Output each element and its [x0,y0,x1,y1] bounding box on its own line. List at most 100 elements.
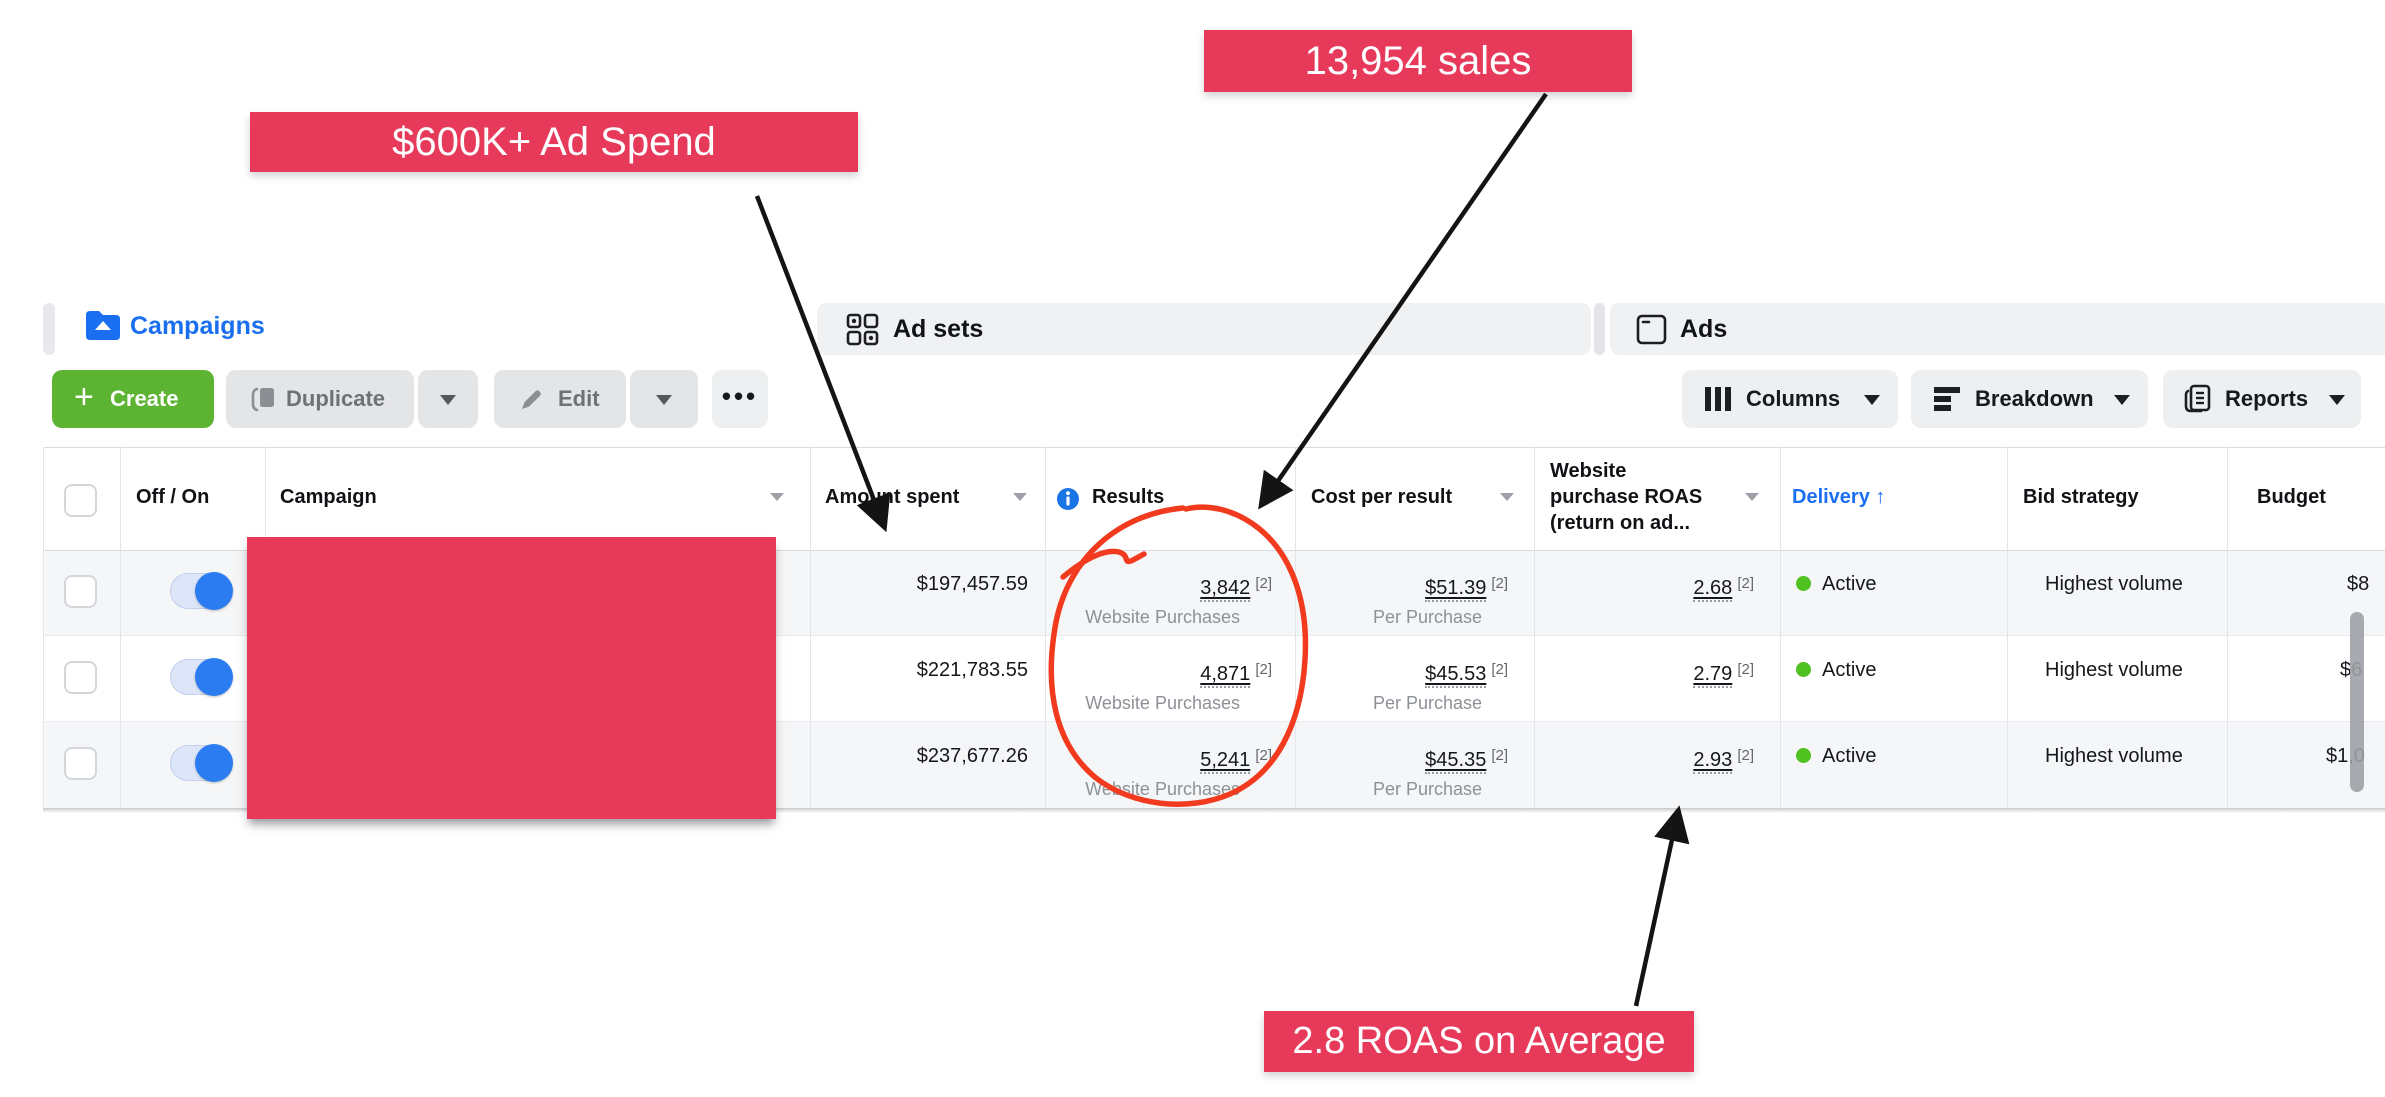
tab-ads[interactable]: Ads [1610,303,2385,355]
active-status-dot [1796,662,1811,677]
tab-campaigns[interactable]: Campaigns [57,300,397,357]
chevron-down-icon [2329,395,2345,405]
column-header-off-on[interactable]: Off / On [136,486,210,508]
row-checkbox[interactable] [64,661,97,694]
active-status-dot [1796,576,1811,591]
results-value: 4,871 [2] [1045,657,1272,688]
tab-ad-sets-label: Ad sets [893,315,984,343]
roas-metric-link[interactable]: 2.93 [1693,749,1733,774]
more-options-button[interactable]: ••• [712,370,768,428]
cost-sublabel: Per Purchase [1372,779,1482,799]
chevron-down-icon [656,395,672,405]
duplicate-dropdown-button[interactable] [418,370,478,428]
cost-metric-link[interactable]: $45.53 [1425,663,1487,688]
reports-button[interactable]: Reports [2163,370,2361,428]
amount-spent-value: $197,457.59 [916,573,1028,595]
footnote-marker: [2] [1491,661,1508,678]
results-metric-link[interactable]: 3,842 [1200,577,1251,602]
column-header-bid-strategy[interactable]: Bid strategy [2023,486,2139,508]
footnote-marker: [2] [1737,575,1754,592]
toggle-knob [195,658,233,696]
roas-metric-link[interactable]: 2.79 [1693,663,1733,688]
sort-caret-icon [1013,493,1027,501]
table-header-row: Off / On Campaign Amount spent Results C… [43,447,2385,550]
duplicate-button[interactable]: Duplicate [226,370,414,428]
results-metric-link[interactable]: 5,241 [1200,749,1251,774]
column-header-budget[interactable]: Budget [2257,486,2326,508]
chevron-down-icon [2114,395,2130,405]
roas-value: 2.79 [2] [1534,657,1754,688]
sort-caret-icon [1500,493,1514,501]
breakdown-icon [1934,387,1960,411]
cost-metric-link[interactable]: $45.35 [1425,749,1487,774]
results-sublabel: Website Purchases [1085,779,1240,799]
column-header-campaign[interactable]: Campaign [280,486,377,508]
info-icon[interactable] [1056,487,1080,511]
arrow-roas [1633,805,1690,1007]
callout-roas: 2.8 ROAS on Average [1264,1011,1694,1072]
edit-dropdown-button[interactable] [630,370,698,428]
row-checkbox[interactable] [64,575,97,608]
campaign-toggle-on[interactable] [170,572,233,610]
plus-icon: + [74,378,94,416]
edit-button[interactable]: Edit [494,370,626,428]
table-bottom-shadow [43,808,2385,813]
results-sublabel: Website Purchases [1085,607,1240,627]
roas-metric-link[interactable]: 2.68 [1693,577,1733,602]
cost-sublabel: Per Purchase [1372,693,1482,713]
results-value: 3,842 [2] [1045,571,1272,602]
reports-icon [2184,384,2211,413]
tab-band-edge [43,303,55,355]
campaign-toggle-on[interactable] [170,744,233,782]
ellipsis-icon: ••• [721,381,759,411]
tab-ad-sets[interactable]: Ad sets [817,303,1591,355]
columns-button-label: Columns [1746,386,1841,411]
active-status-dot [1796,748,1811,763]
column-header-website-purchase-roas[interactable]: Website purchase ROAS (return on ad... [1550,460,1703,534]
footnote-marker: [2] [1737,747,1754,764]
breakdown-button[interactable]: Breakdown [1911,370,2148,428]
roas-value: 2.93 [2] [1534,743,1754,774]
column-header-results[interactable]: Results [1092,486,1165,508]
cost-per-result-value: $51.39 [2] [1295,571,1508,602]
select-all-checkbox[interactable] [64,484,97,517]
columns-button[interactable]: Columns [1682,370,1898,428]
sort-caret-icon [1745,493,1759,501]
columns-icon [1705,387,1731,411]
duplicate-button-label: Duplicate [286,386,386,411]
edit-pencil-icon [522,390,541,409]
footnote-marker: [2] [1255,747,1272,764]
callout-ad-spend: $600K+ Ad Spend [250,112,858,172]
chevron-down-icon [1864,395,1880,405]
ads-frame-icon [1636,314,1667,345]
vertical-scrollbar[interactable] [2350,612,2364,792]
cost-metric-link[interactable]: $51.39 [1425,577,1487,602]
results-sublabel: Website Purchases [1085,693,1240,713]
footnote-marker: [2] [1491,747,1508,764]
create-button-label: Create [110,386,179,411]
tab-campaigns-label: Campaigns [130,312,265,340]
campaign-name-redaction [247,537,776,819]
bid-strategy-value: Highest volume [2045,745,2183,767]
budget-value: $8 [2347,573,2370,595]
reports-button-label: Reports [2225,386,2309,411]
campaigns-folder-icon [86,311,120,340]
row-checkbox[interactable] [64,747,97,780]
ad-sets-grid-icon [846,313,879,346]
callout-sales: 13,954 sales [1204,30,1632,92]
roas-value: 2.68 [2] [1534,571,1754,602]
results-value: 5,241 [2] [1045,743,1272,774]
campaign-toggle-on[interactable] [170,658,233,696]
footnote-marker: [2] [1737,661,1754,678]
column-header-cost-per-result[interactable]: Cost per result [1311,486,1453,508]
tab-band-divider [1594,303,1605,355]
cost-sublabel: Per Purchase [1372,607,1482,627]
duplicate-icon [251,387,274,412]
column-header-amount-spent[interactable]: Amount spent [825,486,960,508]
create-button[interactable]: + Create [52,370,214,428]
column-header-delivery[interactable]: Delivery ↑ [1792,486,1886,508]
bid-strategy-value: Highest volume [2045,659,2183,681]
results-metric-link[interactable]: 4,871 [1200,663,1251,688]
amount-spent-value: $221,783.55 [916,659,1028,681]
